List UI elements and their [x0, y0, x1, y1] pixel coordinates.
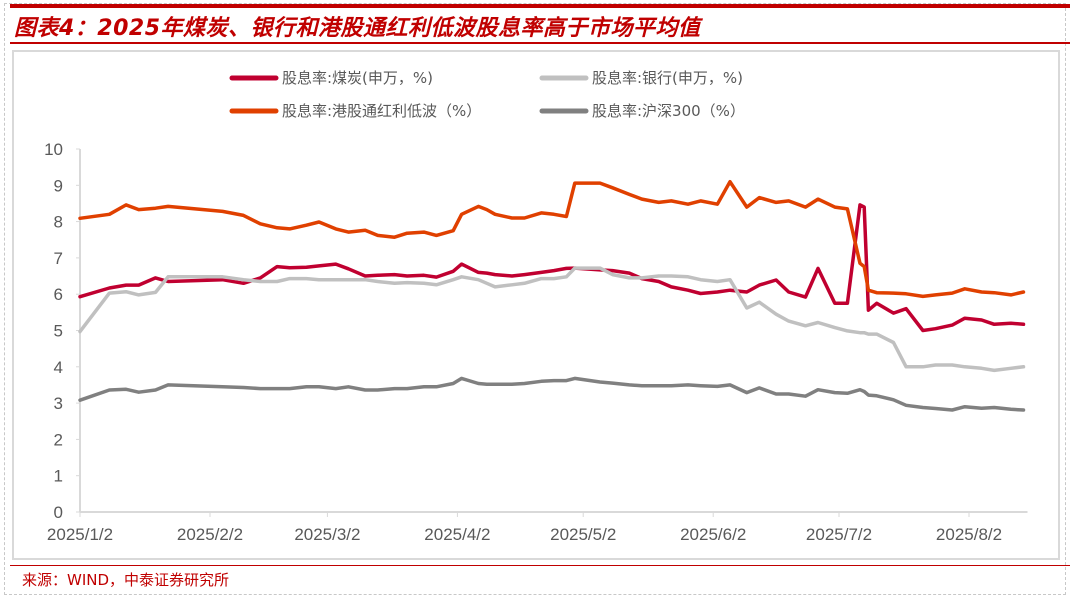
- chart-frame: [12, 50, 1060, 560]
- figure-border: [4, 3, 1066, 595]
- x-tick-label: 2025/6/2: [680, 525, 746, 544]
- x-tick-label: 2025/2/2: [177, 525, 243, 544]
- y-tick-label: 10: [44, 140, 63, 159]
- y-tick-label: 1: [54, 467, 63, 486]
- y-tick-label: 9: [54, 176, 63, 195]
- x-tick-label: 2025/4/2: [424, 525, 490, 544]
- x-tick-label: 2025/3/2: [294, 525, 360, 544]
- y-tick-label: 4: [54, 358, 63, 377]
- y-tick-label: 5: [54, 322, 63, 341]
- footer-rule: [10, 565, 1070, 566]
- x-tick-label: 2025/1/2: [47, 525, 113, 544]
- y-tick-label: 0: [54, 503, 63, 522]
- source-note: 来源：WIND，中泰证券研究所: [22, 571, 230, 589]
- legend-label-1: 股息率:煤炭(申万，%): [282, 69, 433, 87]
- legend-label-3: 股息率:港股通红利低波（%）: [282, 102, 481, 120]
- series-line-1: [78, 203, 1026, 333]
- top-rule: [10, 4, 1070, 8]
- series-line-3: [78, 179, 1026, 299]
- y-tick-label: 8: [54, 213, 63, 232]
- y-tick-label: 7: [54, 249, 63, 268]
- x-tick-label: 2025/8/2: [936, 525, 1002, 544]
- x-tick-label: 2025/5/2: [550, 525, 616, 544]
- x-tick-label: 2025/7/2: [806, 525, 872, 544]
- series-line-4: [78, 376, 1026, 412]
- y-tick-label: 2: [54, 430, 63, 449]
- y-tick-label: 6: [54, 285, 63, 304]
- figure-title: 图表4：2025年煤炭、银行和港股通红利低波股息率高于市场平均值: [14, 16, 701, 41]
- legend-label-2: 股息率:银行(申万，%): [592, 69, 743, 87]
- y-tick-label: 3: [54, 394, 63, 413]
- title-rule: [10, 42, 1070, 44]
- series-line-2: [78, 266, 1026, 373]
- legend-label-4: 股息率:沪深300（%）: [592, 102, 745, 120]
